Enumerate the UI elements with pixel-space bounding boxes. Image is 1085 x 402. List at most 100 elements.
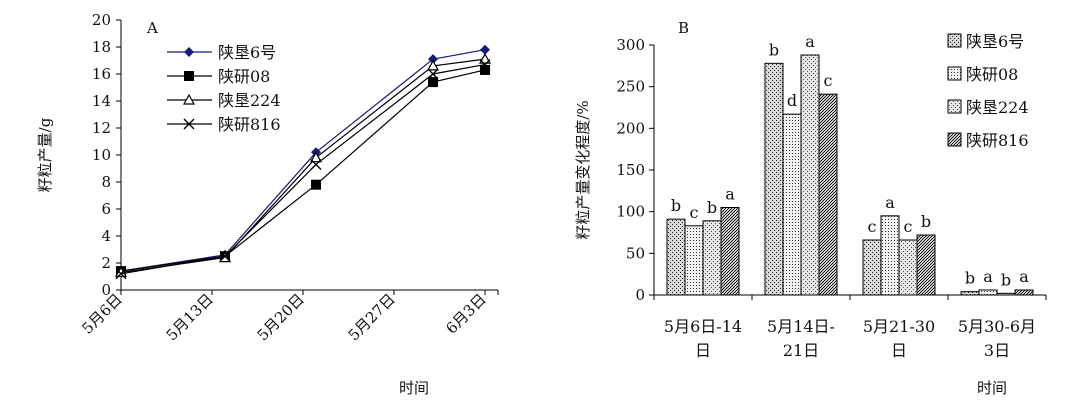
- bar-significance-letter: a: [983, 267, 993, 286]
- data-point: [480, 64, 490, 75]
- bar-significance-letter: a: [1019, 267, 1029, 286]
- legend-swatch: [947, 66, 962, 81]
- data-point: [480, 44, 490, 55]
- legend-marker: [182, 93, 196, 105]
- data-point: [219, 250, 231, 262]
- panel-b-x-axis-label: 时间: [977, 379, 1007, 397]
- panel-a-label: A: [146, 19, 158, 37]
- panel-b-y-axis-label: 籽粒产量变化程度/%: [574, 100, 592, 239]
- panel-a-y-tick-label: 16: [92, 65, 111, 83]
- legend-label: 陕垦6号: [218, 43, 276, 62]
- data-point: [478, 52, 492, 64]
- data-point: [479, 59, 491, 71]
- legend-swatch: [947, 132, 962, 147]
- panel-a-series: [114, 44, 492, 280]
- panel-b-category-label: 3日: [984, 341, 1010, 360]
- panel-a-y-tick-label: 0: [101, 281, 111, 299]
- panel-a-y-tick-label: 10: [92, 146, 111, 164]
- bar-significance-letter: a: [805, 32, 815, 51]
- legend-marker: [184, 71, 194, 81]
- panel-b-y-tick-label: 50: [626, 244, 645, 262]
- bar: [764, 62, 784, 296]
- bar: [996, 292, 1016, 296]
- panel-a-y-tick-label: 18: [92, 38, 111, 56]
- legend-label: 陕垦224: [966, 98, 1029, 117]
- panel-a-x-tick-label: 5月20日: [254, 290, 308, 344]
- bar: [898, 239, 918, 296]
- legend-label: 陕研816: [218, 115, 281, 134]
- data-point: [426, 59, 440, 71]
- bar: [702, 220, 722, 296]
- panel-b-y-tick-label: 300: [616, 36, 645, 54]
- panel-a-x-tick-label: 5月27日: [345, 290, 399, 344]
- panel-b-category-label: 21日: [783, 341, 819, 360]
- panel-b-y-tick-label: 250: [616, 78, 645, 96]
- bar-significance-letter: b: [671, 196, 681, 215]
- bar-significance-letter: c: [904, 217, 913, 236]
- bar: [684, 225, 704, 296]
- data-point: [311, 179, 321, 190]
- panel-b-y-tick-label: 100: [616, 203, 645, 221]
- legend-label: 陕研816: [966, 131, 1029, 150]
- legend-marker: [184, 47, 194, 57]
- bar-significance-letter: b: [1001, 270, 1011, 289]
- bar-significance-letter: d: [787, 91, 797, 110]
- bar: [800, 54, 820, 296]
- panel-b-y-tick-label: 150: [616, 161, 645, 179]
- panel-b-category-label: 5月6日-14: [664, 317, 742, 336]
- legend-swatch: [947, 33, 962, 48]
- data-point: [115, 268, 127, 280]
- panel-a-y-tick-label: 20: [92, 11, 111, 29]
- panel-a-y-tick-label: 6: [101, 200, 111, 218]
- panel-a-y-axis-label: 籽粒产量/g: [36, 117, 54, 192]
- panel-b-category-label: 5月14日-: [767, 317, 835, 336]
- bar: [782, 113, 802, 296]
- panel-b-axes: 0 50 100 150 200 250 300 5月6日-14 日 5月14日- 21日 5月21-…: [616, 36, 1047, 360]
- panel-b-category-label: 5月30-6月: [958, 317, 1036, 336]
- panel-b-category-label: 日: [891, 341, 907, 360]
- panel-a-y-tick-label: 2: [101, 254, 111, 272]
- bar: [1014, 289, 1034, 296]
- bar: [666, 218, 686, 296]
- bar-significance-letter: b: [965, 269, 975, 288]
- bar-significance-letter: c: [690, 203, 699, 222]
- series-line-3: [120, 58, 486, 274]
- data-point: [428, 77, 438, 88]
- bar: [960, 291, 980, 296]
- panel-a-y-tick-label: 8: [101, 173, 111, 191]
- bar: [720, 207, 740, 296]
- panel-b-y-tick-label: 200: [616, 119, 645, 137]
- panel-b-category-label: 日: [695, 341, 711, 360]
- panel-b: B 0 50 100 150 200 250 300 5月6日-14 日 5月14日- 21日 5月2…: [574, 19, 1047, 397]
- legend-swatch: [947, 99, 962, 114]
- panel-a-y-tick-label: 14: [92, 92, 111, 110]
- bar: [818, 93, 838, 296]
- panel-a-x-tick-label: 5月13日: [163, 290, 217, 344]
- data-point: [310, 158, 322, 170]
- panel-a-x-tick-label: 6月3日: [442, 290, 489, 337]
- panel-a-y-tick-label: 4: [101, 227, 111, 245]
- data-point: [428, 54, 438, 65]
- panel-a-y-tick-label: 12: [92, 119, 111, 137]
- bar-significance-letter: c: [868, 217, 877, 236]
- panel-a-x-axis-label: 时间: [399, 379, 429, 397]
- bar-significance-letter: c: [824, 71, 833, 90]
- bar-significance-letter: b: [707, 198, 717, 217]
- bar-significance-letter: a: [725, 185, 735, 204]
- bar: [978, 289, 998, 296]
- panel-b-category-label: 5月21-30: [863, 317, 935, 336]
- legend-label: 陕垦224: [218, 91, 281, 110]
- legend-label: 陕研08: [218, 67, 270, 86]
- data-point: [427, 68, 439, 80]
- legend-label: 陕研08: [966, 65, 1018, 84]
- panel-b-label: B: [678, 19, 689, 37]
- bar: [862, 239, 882, 296]
- series-line-4: [120, 63, 486, 275]
- bar-significance-letter: a: [885, 193, 895, 212]
- legend-marker: [183, 118, 195, 130]
